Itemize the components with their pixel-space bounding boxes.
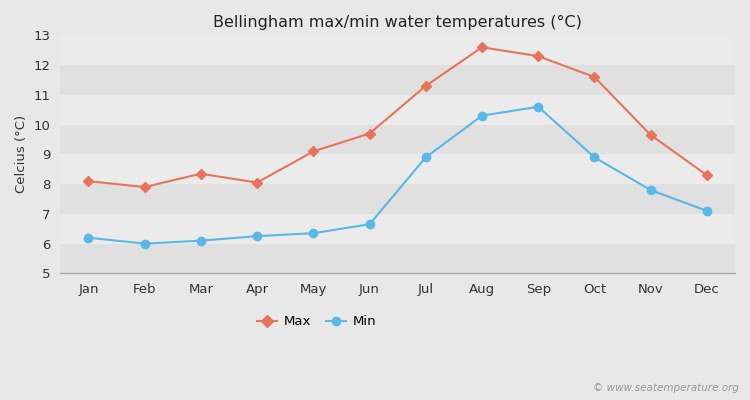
Bar: [60, 184, 735, 214]
Bar: [60, 244, 735, 273]
Legend: Max, Min: Max, Min: [251, 310, 382, 334]
Bar: [60, 95, 735, 125]
Title: Bellingham max/min water temperatures (°C): Bellingham max/min water temperatures (°…: [213, 15, 582, 30]
Bar: [60, 35, 735, 65]
Bar: [60, 65, 735, 95]
Bar: [60, 214, 735, 244]
Y-axis label: Celcius (°C): Celcius (°C): [15, 115, 28, 194]
Bar: [60, 154, 735, 184]
Text: © www.seatemperature.org: © www.seatemperature.org: [592, 383, 739, 393]
Bar: [60, 125, 735, 154]
